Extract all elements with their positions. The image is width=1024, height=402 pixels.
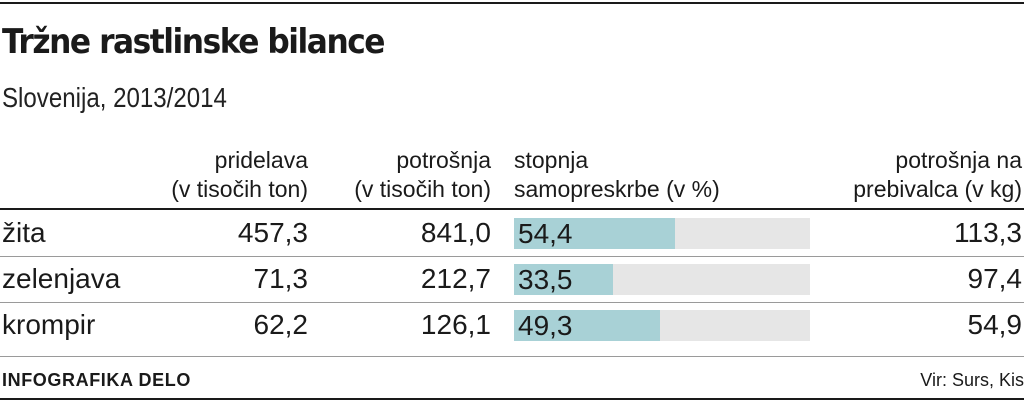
row-divider — [0, 256, 1024, 257]
source-label: Vir: Surs, Kis — [920, 370, 1024, 390]
header-production: pridelava (v tisočih ton) — [171, 146, 308, 204]
self-sufficiency-bar-track: 54,4 — [514, 218, 810, 249]
header-self-sufficiency: stopnja samopreskrbe (v %) — [514, 146, 720, 204]
chart-title: Tržne rastlinske bilance — [2, 22, 386, 62]
header-self-sufficiency-line1: stopnja — [514, 147, 589, 173]
top-rule — [0, 2, 1024, 4]
row-name: žita — [2, 217, 46, 248]
table-row-zelenjava: zelenjava 71,3 212,7 33,5 97,4 — [0, 256, 1024, 302]
bottom-rule — [0, 398, 1024, 400]
table-bottom-divider — [0, 356, 1024, 357]
table-row-zita: žita 457,3 841,0 54,4 113,3 — [0, 210, 1024, 256]
row-divider — [0, 302, 1024, 303]
self-sufficiency-label: 54,4 — [518, 218, 573, 249]
self-sufficiency-bar — [514, 218, 676, 249]
self-sufficiency-bar-track: 49,3 — [514, 310, 810, 341]
header-per-capita: potrošnja na prebivalca (v kg) — [853, 146, 1022, 204]
header-self-sufficiency-line2: samopreskrbe (v %) — [514, 176, 720, 202]
consumption-value: 841,0 — [420, 217, 491, 248]
per-capita-value: 97,4 — [967, 263, 1023, 294]
header-consumption-line1: potrošnja — [396, 147, 491, 173]
production-value: 457,3 — [237, 217, 308, 248]
chart-subtitle: Slovenija, 2013/2014 — [2, 82, 227, 113]
per-capita-value: 113,3 — [954, 217, 1022, 248]
header-per-capita-line2: prebivalca (v kg) — [853, 176, 1022, 202]
header-production-line1: pridelava — [214, 147, 308, 173]
self-sufficiency-bar — [514, 264, 614, 295]
per-capita-value: 54,9 — [967, 309, 1023, 340]
production-value: 71,3 — [253, 263, 309, 294]
self-sufficiency-bar — [514, 310, 660, 341]
production-value: 62,2 — [253, 309, 309, 340]
header-consumption-line2: (v tisočih ton) — [354, 176, 491, 202]
header-production-line2: (v tisočih ton) — [171, 176, 308, 202]
header-rule — [0, 208, 1024, 210]
header-consumption: potrošnja (v tisočih ton) — [354, 146, 491, 204]
header-per-capita-line1: potrošnja na — [895, 147, 1022, 173]
row-name: krompir — [2, 309, 96, 340]
consumption-value: 126,1 — [420, 309, 491, 340]
credit-label: INFOGRAFIKA DELO — [2, 370, 191, 390]
self-sufficiency-label: 49,3 — [518, 310, 573, 341]
table-row-krompir: krompir 62,2 126,1 49,3 54,9 — [0, 302, 1024, 348]
self-sufficiency-label: 33,5 — [518, 264, 573, 295]
self-sufficiency-bar-track: 33,5 — [514, 264, 810, 295]
row-name: zelenjava — [2, 263, 121, 294]
consumption-value: 212,7 — [420, 263, 491, 294]
